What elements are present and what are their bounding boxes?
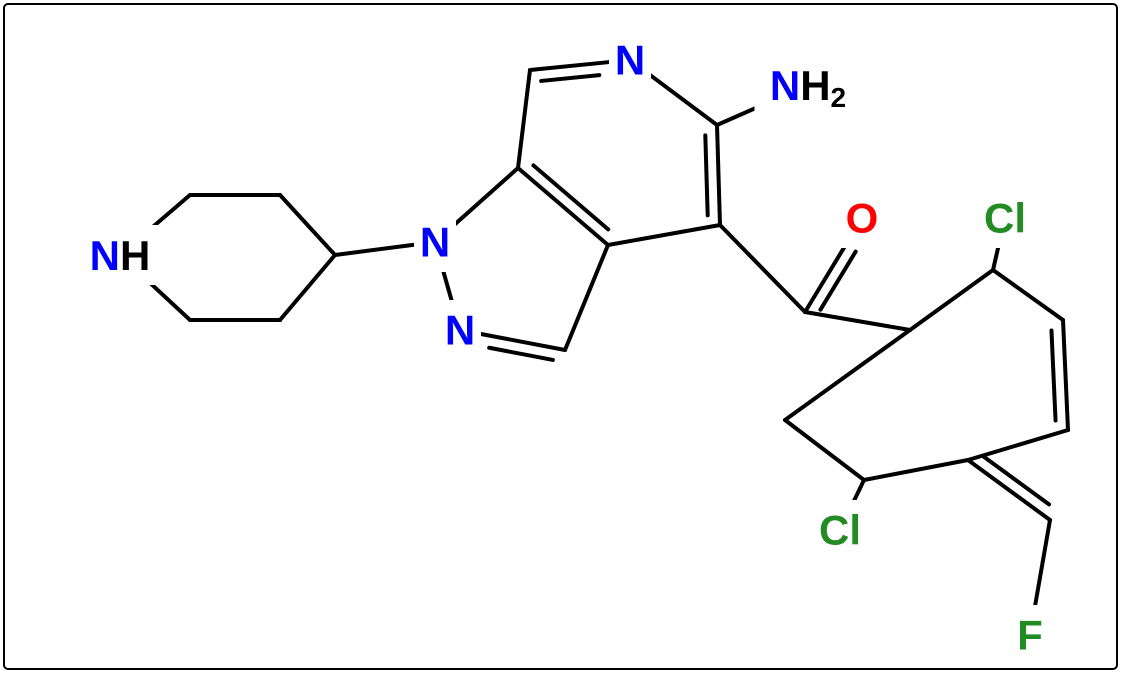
svg-text:O: O [846, 195, 879, 242]
svg-text:N: N [445, 307, 475, 354]
molecule-svg: NHNNNNH2OClClF [0, 0, 1121, 673]
svg-text:N: N [615, 37, 645, 84]
svg-text:NH: NH [90, 232, 151, 279]
svg-text:Cl: Cl [984, 195, 1026, 242]
svg-text:N: N [420, 219, 450, 266]
svg-text:Cl: Cl [819, 507, 861, 554]
svg-text:F: F [1017, 612, 1043, 659]
